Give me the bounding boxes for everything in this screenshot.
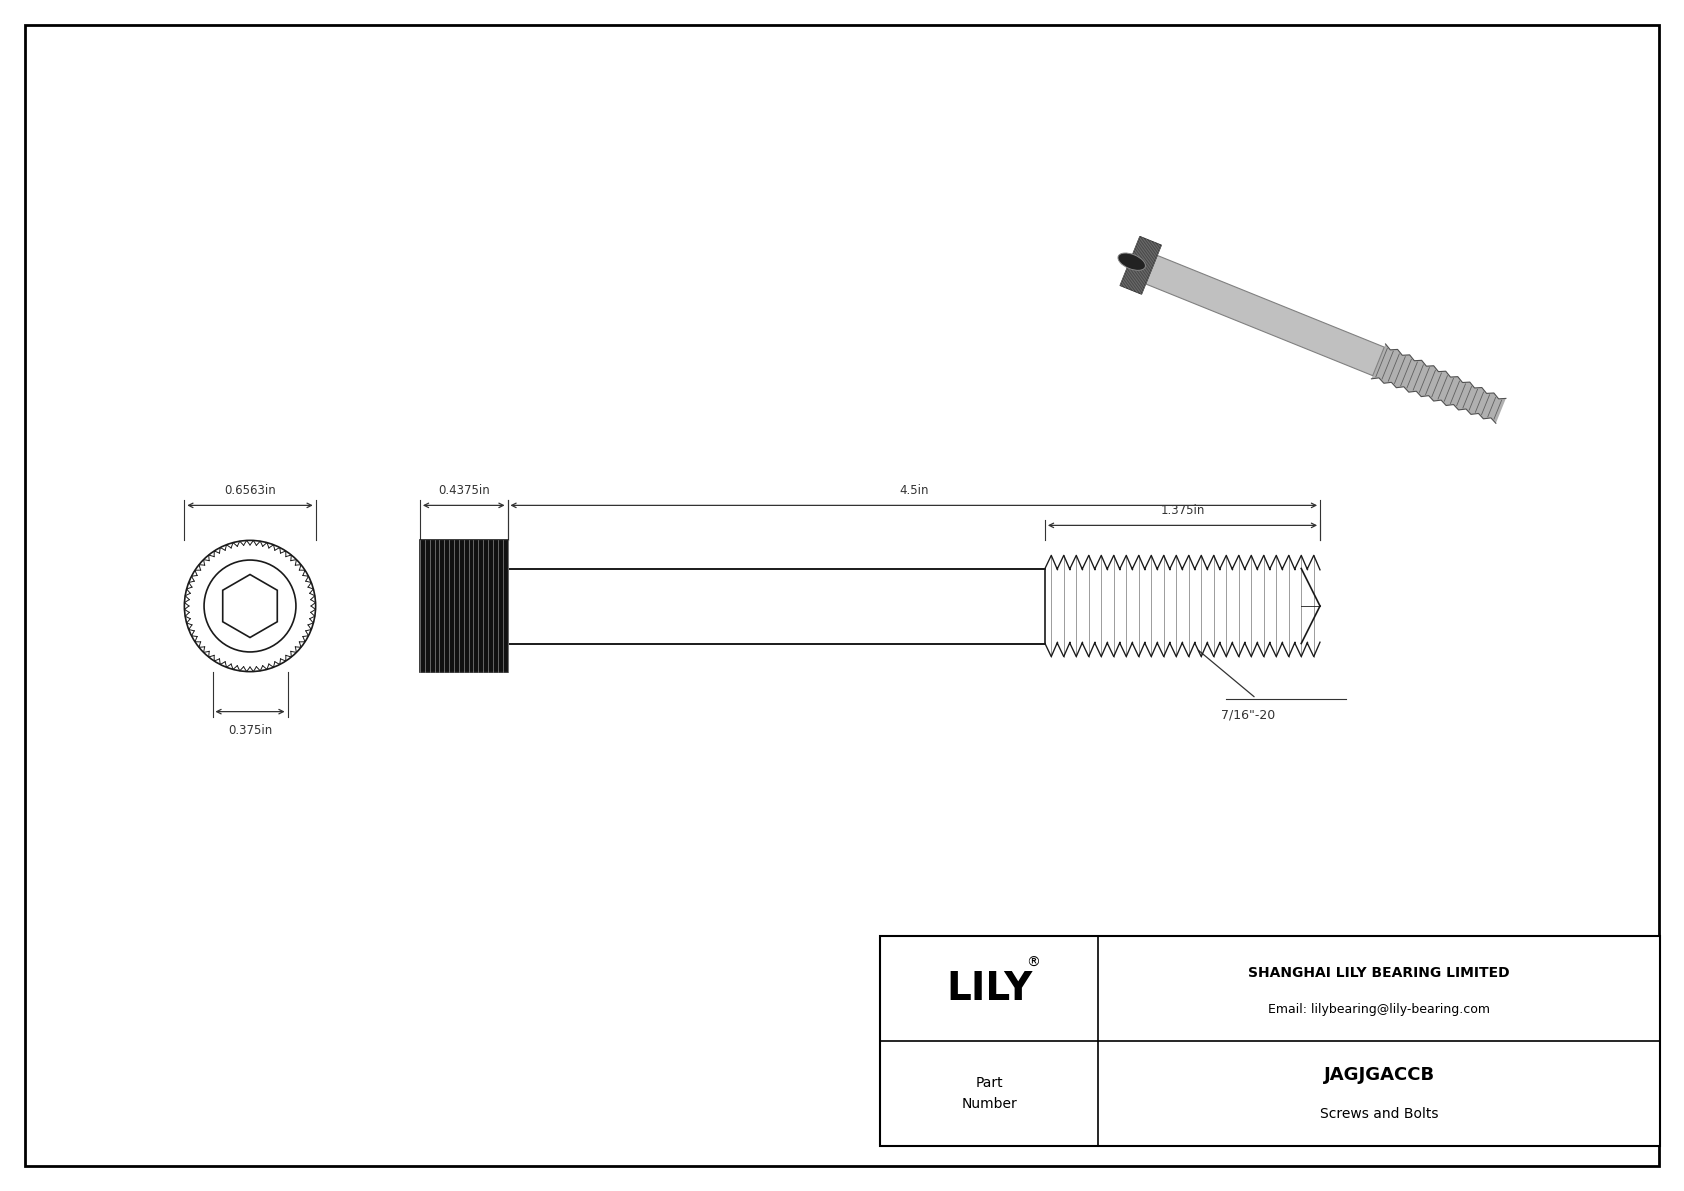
Text: 0.4375in: 0.4375in <box>438 485 490 498</box>
Text: ®: ® <box>1026 956 1041 971</box>
Text: JAGJGACCB: JAGJGACCB <box>1324 1066 1435 1084</box>
Text: 4.5in: 4.5in <box>899 485 928 498</box>
Text: Email: lilybearing@lily-bearing.com: Email: lilybearing@lily-bearing.com <box>1268 1003 1490 1016</box>
Polygon shape <box>1145 255 1384 375</box>
Circle shape <box>204 560 296 651</box>
Bar <box>507 568 1046 643</box>
Text: Screws and Bolts: Screws and Bolts <box>1320 1108 1438 1122</box>
Bar <box>419 541 507 672</box>
Text: SHANGHAI LILY BEARING LIMITED: SHANGHAI LILY BEARING LIMITED <box>1248 966 1511 980</box>
Text: 1.375in: 1.375in <box>1160 504 1204 517</box>
Text: 0.6563in: 0.6563in <box>224 485 276 498</box>
Text: Part
Number: Part Number <box>962 1077 1017 1111</box>
Text: 0.375in: 0.375in <box>227 724 273 736</box>
Bar <box>881 936 1660 1146</box>
Polygon shape <box>222 574 278 637</box>
Ellipse shape <box>1118 252 1145 270</box>
Text: LILY: LILY <box>946 969 1032 1008</box>
Text: 7/16"-20: 7/16"-20 <box>1221 709 1275 722</box>
Polygon shape <box>1371 344 1505 423</box>
Polygon shape <box>1120 237 1162 294</box>
Circle shape <box>184 541 315 672</box>
